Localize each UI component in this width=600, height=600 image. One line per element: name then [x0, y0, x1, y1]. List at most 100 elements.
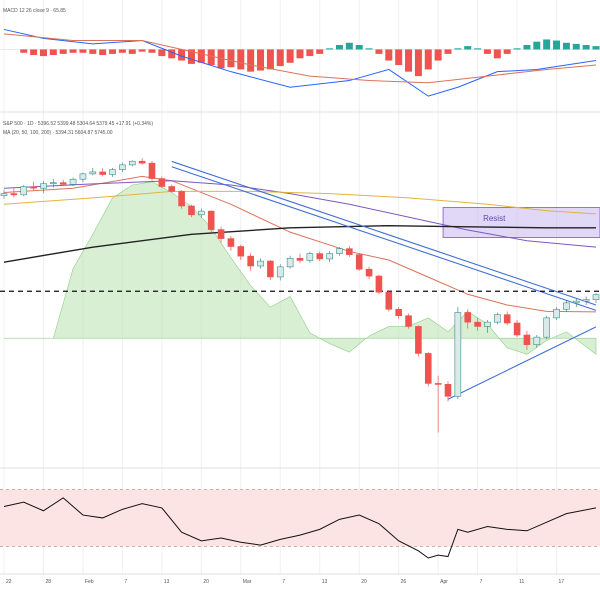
x-tick-label-13: 11	[519, 579, 524, 585]
macd-histogram-bar-54	[553, 40, 561, 50]
macd-histogram-bar-15	[168, 49, 176, 59]
candle-body-46	[454, 312, 462, 397]
macd-histogram-bar-2	[39, 49, 47, 57]
candle-body-22	[217, 229, 225, 239]
candle-body-25	[247, 255, 254, 267]
macd-histogram-bar-48	[493, 49, 501, 59]
resistance-zone	[442, 207, 600, 238]
candle-body-36	[355, 254, 363, 270]
macd-histogram-bar-7	[89, 49, 97, 54]
x-tick-label-0: 22	[6, 579, 12, 585]
candle-body-16	[158, 178, 166, 187]
candle-body-59	[582, 299, 590, 302]
macd-histogram-bar-31	[326, 48, 334, 50]
candle-body-50	[494, 314, 501, 323]
macd-histogram-bar-6	[79, 49, 87, 53]
candle-body-24	[237, 246, 245, 257]
macd-histogram-bar-22	[237, 49, 245, 70]
macd-histogram-bar-16	[178, 49, 186, 61]
macd-pane	[0, 28, 600, 97]
candle-body-39	[385, 291, 393, 310]
macd-histogram-bar-36	[375, 49, 383, 54]
macd-histogram-bar-9	[109, 49, 117, 54]
macd-histogram-bar-39	[405, 49, 413, 72]
x-axis: 22 28 Feb 7 13 20 Mar 7 13 20 26 Apr 7 11 17	[6, 579, 564, 585]
macd-histogram-bar-23	[247, 49, 255, 72]
macd-histogram-bar-56	[572, 43, 580, 50]
x-tick-label-5: 20	[203, 579, 209, 585]
macd-line	[3, 28, 597, 97]
macd-histogram-bar-14	[158, 49, 166, 57]
candle-body-51	[503, 314, 511, 324]
macd-histogram-bar-44	[454, 48, 462, 50]
candle-body-23	[227, 238, 235, 247]
x-tick-label-10: 26	[401, 579, 407, 585]
candle-body-60	[592, 294, 600, 300]
x-tick-label-1: 28	[45, 579, 51, 585]
rsi-band	[0, 489, 600, 547]
candle-body-33	[326, 253, 333, 260]
resistance-label: Resist	[483, 214, 506, 223]
candle-body-15	[148, 162, 156, 179]
candle-body-31	[306, 253, 314, 261]
macd-histogram-bar-34	[355, 45, 363, 50]
candle-body-38	[375, 275, 383, 293]
candle-body-57	[563, 302, 570, 310]
ma-line-3	[3, 190, 597, 215]
x-tick-label-2: Feb	[85, 579, 94, 585]
candle-body-11	[109, 169, 116, 175]
price-header-line1: S&P 500 · 1D · 5396.52 5399.48 5304.64 5…	[3, 121, 153, 127]
macd-histogram-bar-21	[227, 49, 235, 68]
pane-separators	[0, 111, 600, 575]
x-tick-label-12: 7	[480, 579, 483, 585]
candle-body-56	[553, 308, 560, 319]
candle-body-17	[168, 186, 176, 192]
macd-histogram-bar-30	[316, 49, 324, 54]
macd-histogram-bar-1	[30, 49, 38, 55]
candle-body-26	[257, 260, 264, 267]
macd-histogram-bar-37	[385, 49, 393, 61]
macd-histogram-bar-32	[335, 45, 343, 50]
candle-body-18	[178, 191, 185, 207]
candle-body-53	[523, 334, 531, 345]
candle-body-44	[434, 383, 442, 385]
candle-body-30	[296, 257, 304, 261]
macd-histogram-bar-33	[345, 42, 353, 50]
x-tick-label-8: 13	[322, 579, 328, 585]
macd-header: MACD 12 26 close 9 · 65.85	[3, 8, 66, 14]
macd-histogram-bar-50	[513, 48, 521, 50]
macd-histogram-bar-58	[592, 46, 600, 50]
candle-body-28	[276, 266, 284, 278]
candle-body-47	[464, 312, 472, 323]
trendline-1	[171, 160, 597, 306]
macd-histogram-bar-55	[562, 42, 570, 50]
candle-body-48	[474, 321, 481, 327]
macd-histogram-bar-45	[464, 46, 472, 50]
macd-signal-line	[3, 33, 597, 84]
macd-histogram-bar-49	[503, 49, 511, 54]
candle-body-20	[198, 210, 205, 216]
x-tick-label-6: Mar	[243, 579, 252, 585]
macd-histogram-bar-8	[99, 49, 107, 55]
macd-histogram-bar-19	[207, 49, 215, 65]
candle-body-43	[424, 353, 432, 384]
macd-histogram-bar-46	[474, 48, 482, 50]
macd-histogram-bar-20	[217, 49, 225, 69]
macd-histogram-bar-25	[266, 49, 274, 70]
macd-histogram-bar-35	[365, 48, 373, 50]
macd-histogram-bar-42	[434, 49, 442, 61]
x-tick-label-4: 13	[164, 579, 170, 585]
candle-body-41	[405, 315, 412, 327]
candle-body-40	[395, 308, 402, 317]
candle-body-7	[69, 178, 77, 185]
x-tick-label-3: 7	[124, 579, 127, 585]
macd-histogram-bar-12	[138, 49, 146, 52]
ma-line-2	[3, 180, 597, 248]
candle-body-19	[188, 205, 195, 216]
macd-histogram-bar-38	[395, 49, 403, 65]
macd-histogram-bar-3	[49, 49, 57, 55]
macd-histogram-bar-57	[582, 45, 590, 50]
trendline-2	[171, 166, 597, 311]
macd-histogram-bar-41	[424, 49, 432, 70]
macd-histogram-bar-0	[20, 49, 28, 53]
